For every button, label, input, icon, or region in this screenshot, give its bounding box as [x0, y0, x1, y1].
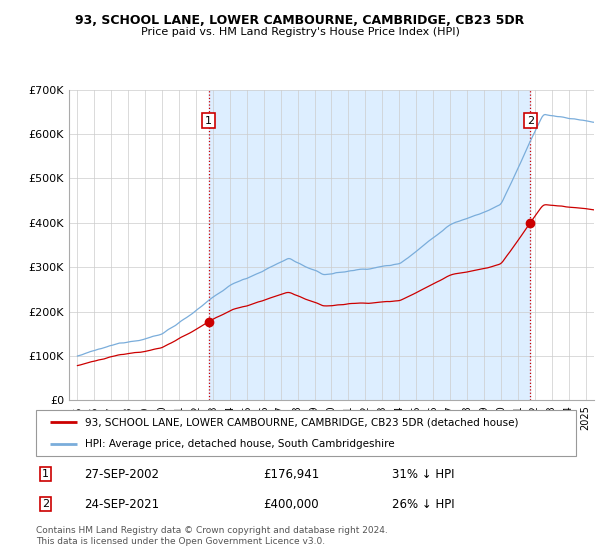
Text: 1: 1: [42, 469, 49, 479]
Text: 93, SCHOOL LANE, LOWER CAMBOURNE, CAMBRIDGE, CB23 5DR: 93, SCHOOL LANE, LOWER CAMBOURNE, CAMBRI…: [76, 14, 524, 27]
Text: 31% ↓ HPI: 31% ↓ HPI: [392, 468, 455, 480]
Text: 24-SEP-2021: 24-SEP-2021: [85, 498, 160, 511]
Text: Price paid vs. HM Land Registry's House Price Index (HPI): Price paid vs. HM Land Registry's House …: [140, 27, 460, 37]
Text: £400,000: £400,000: [263, 498, 319, 511]
Text: 26% ↓ HPI: 26% ↓ HPI: [392, 498, 455, 511]
Text: 2: 2: [527, 116, 534, 125]
Text: £176,941: £176,941: [263, 468, 319, 480]
FancyBboxPatch shape: [36, 410, 576, 456]
Text: Contains HM Land Registry data © Crown copyright and database right 2024.
This d: Contains HM Land Registry data © Crown c…: [36, 526, 388, 546]
Text: 1: 1: [205, 116, 212, 125]
Text: 27-SEP-2002: 27-SEP-2002: [85, 468, 160, 480]
Bar: [209, 90, 530, 400]
Text: HPI: Average price, detached house, South Cambridgeshire: HPI: Average price, detached house, Sout…: [85, 439, 394, 449]
Text: 2: 2: [42, 499, 49, 509]
Text: 93, SCHOOL LANE, LOWER CAMBOURNE, CAMBRIDGE, CB23 5DR (detached house): 93, SCHOOL LANE, LOWER CAMBOURNE, CAMBRI…: [85, 417, 518, 427]
